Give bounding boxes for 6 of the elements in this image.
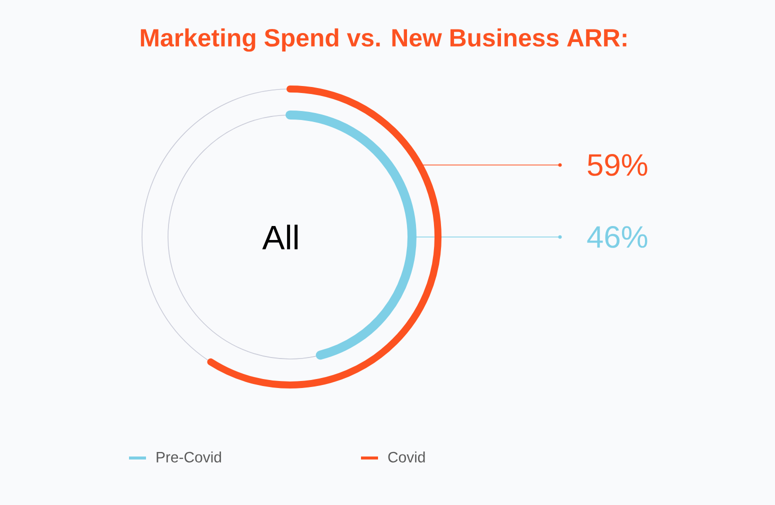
legend-label: Covid bbox=[388, 452, 425, 462]
data-label: 59% bbox=[588, 154, 648, 176]
data-label: 46% bbox=[587, 226, 648, 248]
text: Marketing Spend vs. New Business ARR: bbox=[140, 28, 626, 52]
category-label: All bbox=[262, 224, 298, 250]
legend-label: Pre-Covid bbox=[156, 452, 221, 462]
